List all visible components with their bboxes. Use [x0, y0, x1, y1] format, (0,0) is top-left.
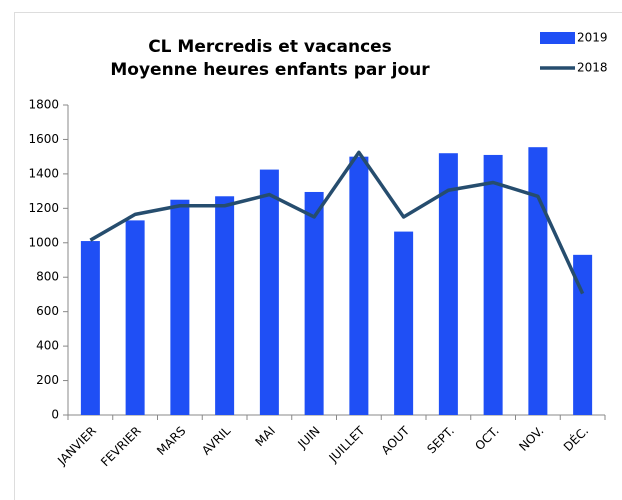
bar	[573, 254, 593, 415]
bar	[259, 169, 279, 415]
y-tick-label: 0	[51, 408, 59, 422]
x-tick-label: MARS	[154, 424, 188, 458]
x-tick-label: OCT.	[472, 424, 501, 453]
bar	[80, 241, 100, 415]
y-tick-label: 1800	[28, 98, 59, 112]
x-tick-label: DÉC.	[560, 423, 591, 454]
x-tick-label: NOV.	[516, 424, 546, 454]
y-tick-label: 1000	[28, 235, 59, 249]
legend-swatch	[540, 32, 575, 44]
bar	[125, 220, 145, 415]
bar	[483, 154, 503, 415]
x-tick-label: AOUT	[379, 423, 413, 457]
bar	[394, 231, 414, 415]
legend-label: 2018	[577, 61, 608, 75]
legend-label: 2019	[577, 31, 608, 45]
x-tick-label: SEPT.	[424, 424, 457, 457]
y-tick-label: 200	[36, 373, 59, 387]
y-tick-label: 400	[36, 339, 59, 353]
y-tick-label: 1400	[28, 166, 59, 180]
chart-subtitle: Moyenne heures enfants par jour	[110, 60, 430, 80]
bar	[528, 147, 548, 415]
x-tick-label: MAI	[252, 424, 278, 450]
bar	[304, 191, 324, 415]
bar	[170, 199, 190, 415]
x-tick-label: JANVIER	[54, 424, 99, 469]
x-tick-label: FEVRIER	[98, 424, 144, 470]
y-tick-label: 800	[36, 270, 59, 284]
line	[89, 150, 585, 295]
y-tick-label: 1600	[28, 132, 59, 146]
chart-frame	[14, 12, 622, 500]
x-tick-label: AVRIL	[199, 423, 233, 457]
bar	[215, 196, 235, 415]
y-tick-label: 1200	[28, 201, 59, 215]
bar	[349, 156, 369, 415]
bar	[438, 153, 458, 415]
y-tick-label: 600	[36, 304, 59, 318]
x-tick-label: JUIN	[295, 424, 323, 452]
x-tick-label: JUILLET	[326, 423, 368, 465]
chart-title: CL Mercredis et vacances	[148, 37, 392, 57]
